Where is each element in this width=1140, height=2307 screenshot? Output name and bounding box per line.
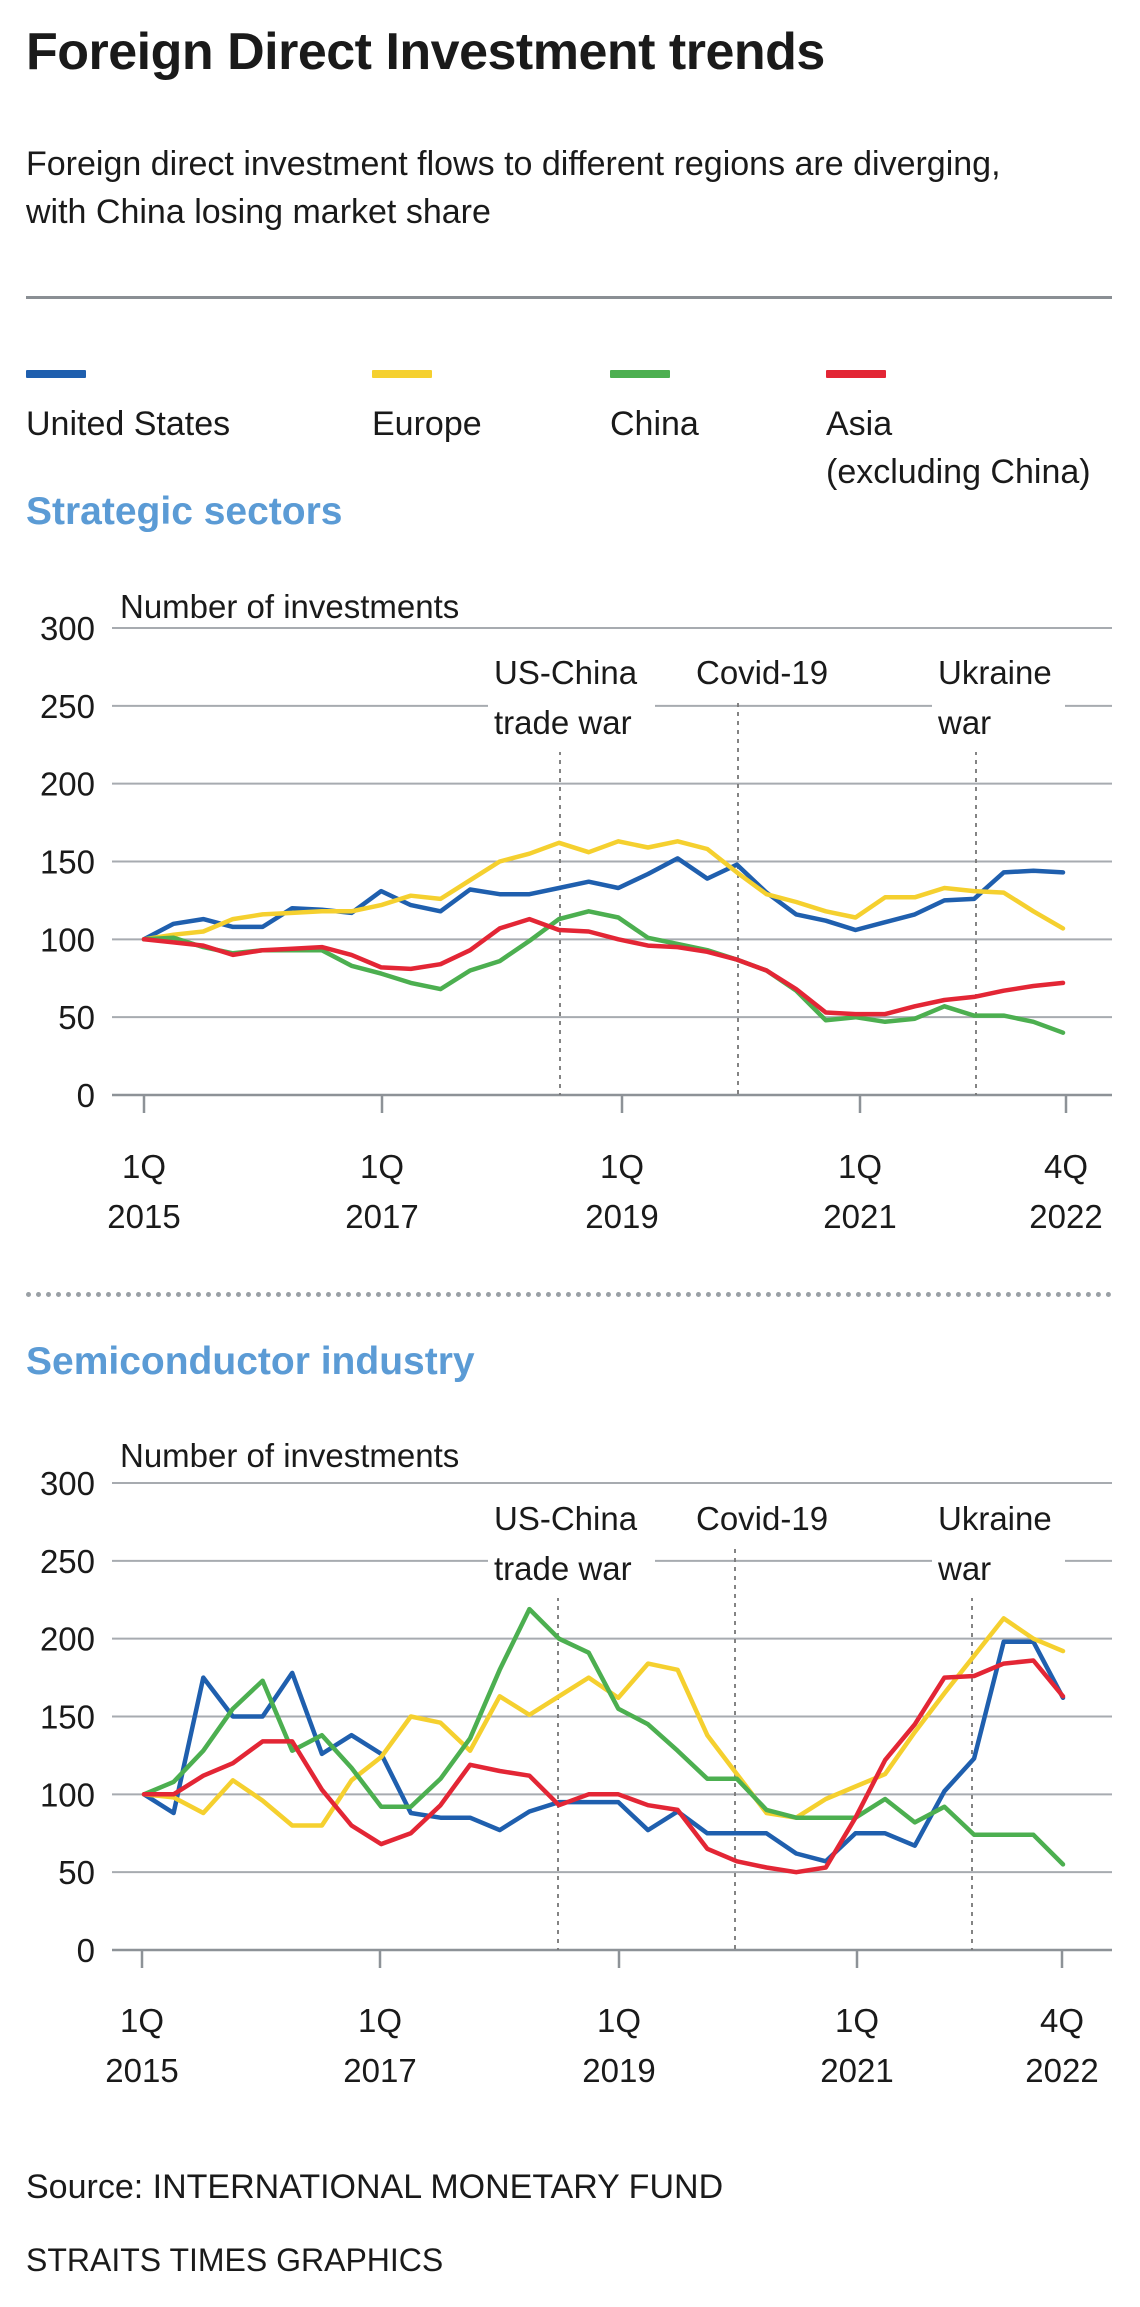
- event-label-covid-19-0: Covid-19: [696, 654, 828, 691]
- x-tick-label-4q-2022-line1: 4Q: [1040, 2002, 1084, 2039]
- event-label-backdrop-0: [488, 1494, 655, 1598]
- series-line-asia-excluding-china: [141, 916, 1066, 1017]
- x-tick-label-1q-2015-line1: 1Q: [122, 1148, 166, 1185]
- event-label-us-china-trade-war-0: US-China: [494, 654, 638, 691]
- page-title: Foreign Direct Investment trends: [26, 23, 825, 81]
- x-tick-label-1q-2017-line1: 1Q: [358, 2002, 402, 2039]
- x-tick-label-1q-2017-line2: 2017: [343, 2052, 416, 2089]
- event-label-backdrop-0: [488, 648, 655, 752]
- y-tick-label-0: 0: [77, 1077, 95, 1114]
- event-label-ukraine-war-1: war: [937, 1550, 991, 1587]
- x-tick-label-1q-2015-line2: 2015: [105, 2052, 178, 2089]
- legend-label-united-states: United States: [26, 405, 231, 443]
- legend-item-asia-excluding-china: Asia (excluding China): [826, 370, 1091, 496]
- event-label-us-china-trade-war-1: trade war: [494, 1550, 632, 1587]
- event-label-ukraine-war-0: Ukraine: [938, 654, 1052, 691]
- x-tick-label-1q-2021-line1: 1Q: [835, 2002, 879, 2039]
- x-tick-label-1q-2019-line2: 2019: [582, 2052, 655, 2089]
- y-tick-label-100: 100: [40, 1776, 95, 1813]
- y-tick-label-300: 300: [40, 610, 95, 647]
- event-label-us-china-trade-war-1: trade war: [494, 704, 632, 741]
- y-tick-label-250: 250: [40, 688, 95, 725]
- y-tick-label-150: 150: [40, 844, 95, 881]
- x-tick-label-1q-2017-line2: 2017: [345, 1198, 418, 1235]
- top-divider: [26, 296, 1112, 299]
- event-label-covid-19-0: Covid-19: [696, 1500, 828, 1537]
- x-tick-label-1q-2015-line2: 2015: [107, 1198, 180, 1235]
- x-tick-label-4q-2022-line2: 2022: [1025, 2052, 1098, 2089]
- x-tick-label-1q-2021-line2: 2021: [823, 1198, 896, 1235]
- y-tick-label-100: 100: [40, 921, 95, 958]
- legend-item-china: China: [610, 370, 699, 448]
- x-tick-label-1q-2017-line1: 1Q: [360, 1148, 404, 1185]
- strategic-sectors-chart: 0 50 100 150 200 250 300 Number of investments 1…: [40, 588, 1112, 1235]
- y-axis-label: Number of investments: [120, 1437, 459, 1474]
- semiconductor-industry-heading: Semiconductor industry: [26, 1340, 475, 1383]
- x-tick-label-1q-2015-line1: 1Q: [120, 2002, 164, 2039]
- x-tick-label-1q-2021-line2: 2021: [820, 2052, 893, 2089]
- legend-swatch-united-states: [26, 370, 86, 378]
- section-divider: [26, 1292, 1112, 1297]
- x-tick-label-1q-2021-line1: 1Q: [838, 1148, 882, 1185]
- y-tick-label-50: 50: [58, 999, 95, 1036]
- y-tick-label-150: 150: [40, 1699, 95, 1736]
- event-label-ukraine-war-1: war: [937, 704, 991, 741]
- x-tick-label-1q-2019-line1: 1Q: [597, 2002, 641, 2039]
- event-label-us-china-trade-war-0: US-China: [494, 1500, 638, 1537]
- y-tick-label-200: 200: [40, 1621, 95, 1658]
- x-tick-label-1q-2019-line2: 2019: [585, 1198, 658, 1235]
- legend-label-china: China: [610, 405, 699, 443]
- event-label-backdrop-1: [690, 648, 840, 702]
- series-line-europe: [141, 839, 1066, 942]
- semiconductor-industry-chart: 0 50 100 150 200 250 300 Number of investments 1…: [40, 1437, 1112, 2089]
- page-subtitle: Foreign direct investment flows to diffe…: [26, 145, 1001, 231]
- strategic-sectors-heading: Strategic sectors: [26, 490, 343, 533]
- legend-label-europe: Europe: [372, 405, 482, 443]
- legend: United States Europe China Asia (excludi…: [0, 370, 1140, 500]
- event-label-backdrop-2: [932, 648, 1065, 752]
- source-note: Source: INTERNATIONAL MONETARY FUND: [26, 2168, 724, 2206]
- legend-item-united-states: United States: [26, 370, 230, 448]
- legend-swatch-china: [610, 370, 670, 378]
- graphics-credit: STRAITS TIMES GRAPHICS: [26, 2242, 444, 2278]
- y-tick-label-0: 0: [77, 1932, 95, 1969]
- x-tick-label-1q-2019-line1: 1Q: [600, 1148, 644, 1185]
- y-tick-label-50: 50: [58, 1854, 95, 1891]
- legend-swatch-europe: [372, 370, 432, 378]
- series-line-united-states: [141, 1639, 1066, 1864]
- event-label-ukraine-war-0: Ukraine: [938, 1500, 1052, 1537]
- legend-label-asia: Asia (excluding China): [826, 405, 1091, 491]
- x-tick-label-4q-2022-line2: 2022: [1029, 1198, 1102, 1235]
- y-tick-label-250: 250: [40, 1543, 95, 1580]
- series-line-asia-excluding-china: [141, 1658, 1066, 1875]
- series-line-europe: [141, 1616, 1066, 1828]
- event-label-backdrop-2: [932, 1494, 1065, 1598]
- x-tick-label-4q-2022-line1: 4Q: [1044, 1148, 1088, 1185]
- legend-swatch-asia: [826, 370, 886, 378]
- y-axis-label: Number of investments: [120, 588, 459, 625]
- legend-item-europe: Europe: [372, 370, 482, 448]
- y-tick-label-300: 300: [40, 1465, 95, 1502]
- y-tick-label-200: 200: [40, 766, 95, 803]
- event-label-backdrop-1: [690, 1494, 840, 1548]
- series-line-united-states: [141, 856, 1066, 942]
